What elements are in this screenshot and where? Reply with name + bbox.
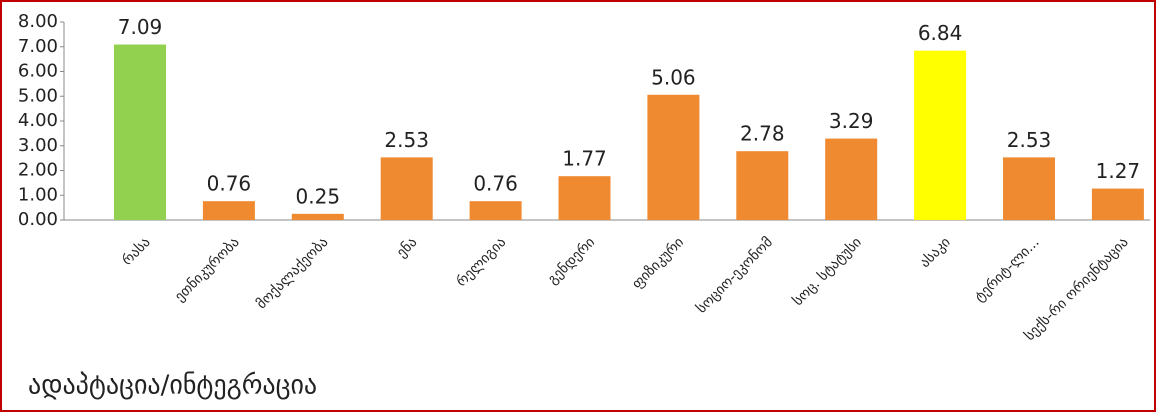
bar [825, 138, 878, 220]
y-tick-label: 7.00 [18, 36, 58, 57]
y-tick-label: 8.00 [18, 11, 58, 32]
bar [647, 94, 700, 220]
data-label: 0.76 [473, 172, 518, 196]
data-label: 0.25 [296, 184, 341, 208]
y-tick-label: 1.00 [18, 184, 58, 205]
bar [114, 44, 166, 221]
data-label: 1.77 [562, 147, 607, 171]
bar [202, 201, 255, 220]
data-label: 5.06 [651, 65, 696, 89]
bar [914, 50, 967, 221]
bar [1091, 188, 1144, 220]
bar [380, 157, 433, 220]
y-tick-label: 4.00 [18, 110, 58, 131]
y-tick-label: 2.00 [18, 160, 58, 181]
data-label: 7.09 [118, 15, 163, 39]
data-label: 6.84 [918, 21, 963, 45]
data-label: 3.29 [829, 109, 874, 133]
y-tick-label: 6.00 [18, 61, 58, 82]
y-tick-label: 5.00 [18, 85, 58, 106]
y-tick-label: 3.00 [18, 135, 58, 156]
bar [736, 151, 789, 220]
data-label: 1.27 [1096, 159, 1141, 183]
bar [291, 213, 344, 220]
bar [1003, 157, 1055, 220]
bar [469, 201, 522, 220]
chart-title: ადაპტაცია/ინტეგრაცია [28, 371, 317, 401]
data-label: 2.53 [1007, 128, 1052, 152]
data-label: 2.53 [384, 128, 429, 152]
bar [558, 176, 611, 220]
data-label: 0.76 [207, 172, 252, 196]
data-label: 2.78 [740, 122, 785, 146]
y-tick-label: 0.00 [18, 209, 58, 230]
